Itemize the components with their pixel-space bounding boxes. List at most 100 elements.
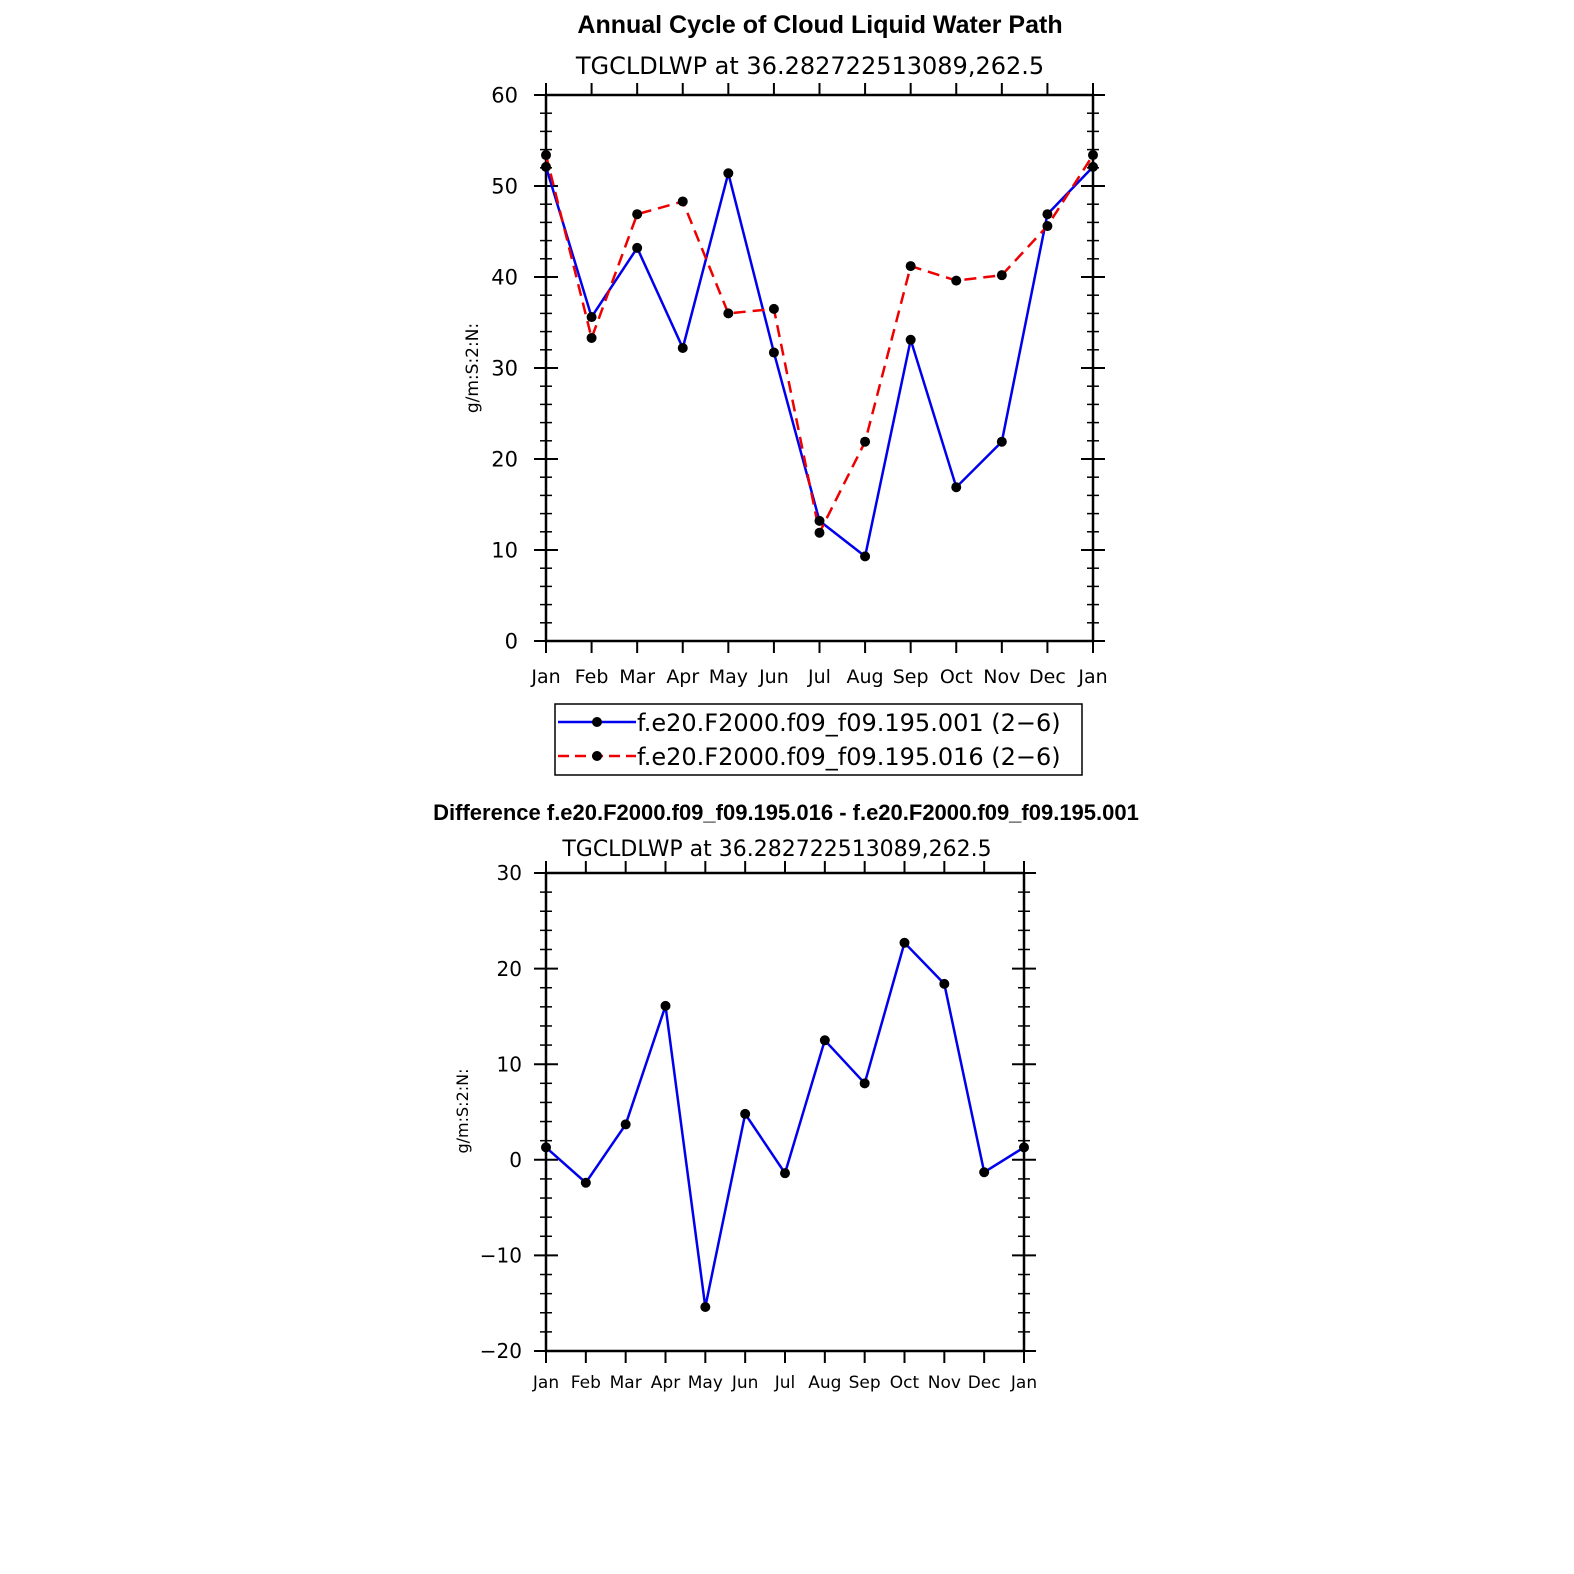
legend-label-series-2: f.e20.F2000.f09_f09.195.016 (2−6) bbox=[637, 743, 1061, 771]
data-point-series-1 bbox=[780, 1168, 790, 1179]
data-point-series-2 bbox=[1042, 221, 1053, 232]
difference-chart: Difference f.e20.F2000.f09_f09.195.016 -… bbox=[433, 800, 1139, 1393]
chart2-subtitle: TGCLDLWP at 36.282722513089,262.5 bbox=[561, 837, 991, 862]
x-tick-label: Nov bbox=[928, 1373, 961, 1393]
y-tick-label: 10 bbox=[497, 1052, 522, 1076]
data-point-series-1 bbox=[660, 1000, 671, 1011]
x-tick-label: Mar bbox=[619, 666, 655, 688]
data-point-series-1 bbox=[541, 1142, 551, 1153]
y-tick-label: 50 bbox=[491, 175, 518, 199]
data-point-series-1 bbox=[951, 482, 962, 493]
chart1-series bbox=[541, 150, 1098, 562]
chart2-axes bbox=[534, 861, 1036, 1363]
chart1-y-tick-labels: 0 10 20 30 40 50 60 bbox=[491, 84, 518, 654]
data-point-series-1 bbox=[768, 347, 779, 358]
legend-box bbox=[554, 703, 1083, 776]
x-tick-label: Apr bbox=[666, 666, 699, 688]
x-tick-label: Jan bbox=[1077, 666, 1107, 688]
x-tick-label: Dec bbox=[1029, 666, 1066, 688]
data-point-series-1 bbox=[939, 978, 950, 989]
x-tick-label: Jan bbox=[530, 666, 560, 688]
data-point-series-1 bbox=[814, 515, 825, 526]
x-tick-label: Feb bbox=[575, 666, 609, 688]
data-point-series-1 bbox=[899, 937, 910, 948]
y-tick-label: 60 bbox=[491, 84, 518, 108]
data-point-series-1 bbox=[723, 168, 734, 179]
y-tick-label: 0 bbox=[509, 1148, 522, 1172]
data-point-series-1 bbox=[620, 1119, 631, 1130]
x-tick-label: Sep bbox=[849, 1373, 881, 1393]
data-point-series-1 bbox=[677, 342, 688, 353]
y-tick-label: 30 bbox=[497, 861, 522, 885]
plot-frame bbox=[544, 93, 1095, 643]
data-point-series-2 bbox=[723, 308, 734, 319]
chart1-subtitle: TGCLDLWP at 36.282722513089,262.5 bbox=[575, 52, 1044, 80]
data-point-series-1 bbox=[979, 1167, 990, 1178]
y-tick-label: 40 bbox=[491, 266, 518, 290]
chart2-series bbox=[541, 937, 1029, 1313]
data-point-series-2 bbox=[951, 275, 962, 286]
y-tick-label: −20 bbox=[480, 1339, 522, 1363]
data-point-series-1 bbox=[1042, 209, 1053, 220]
x-tick-label: Aug bbox=[808, 1373, 841, 1393]
data-point-series-1 bbox=[586, 312, 597, 323]
x-tick-label: Jan bbox=[1010, 1373, 1037, 1393]
y-tick-label: −10 bbox=[480, 1244, 522, 1268]
x-tick-label: Apr bbox=[651, 1373, 680, 1393]
data-point-series-1 bbox=[700, 1302, 711, 1313]
data-point-series-1 bbox=[1088, 161, 1098, 172]
x-tick-label: Aug bbox=[847, 666, 884, 688]
data-point-series-2 bbox=[768, 303, 779, 314]
data-point-series-1 bbox=[632, 242, 643, 253]
legend-marker-series-2 bbox=[592, 751, 602, 761]
x-tick-label: Oct bbox=[890, 1373, 920, 1393]
data-point-series-1 bbox=[860, 551, 871, 562]
legend-marker-series-1 bbox=[592, 717, 602, 727]
annual-cycle-chart: Annual Cycle of Cloud Liquid Water Path … bbox=[463, 11, 1108, 776]
data-point-series-2 bbox=[905, 261, 916, 272]
x-tick-label: Jun bbox=[758, 666, 789, 688]
data-point-series-1 bbox=[859, 1078, 870, 1089]
chart1-legend: f.e20.F2000.f09_f09.195.001 (2−6) f.e20.… bbox=[554, 703, 1083, 776]
series-line-2 bbox=[544, 154, 1095, 537]
chart1-axes bbox=[534, 83, 1105, 653]
chart1-title: Annual Cycle of Cloud Liquid Water Path bbox=[577, 11, 1062, 39]
chart1-ylabel: g/m:S:2:N: bbox=[463, 323, 483, 413]
x-tick-label: Jul bbox=[807, 666, 831, 688]
data-point-series-1 bbox=[740, 1108, 751, 1119]
data-point-series-2 bbox=[541, 150, 551, 161]
chart2-x-tick-labels: Jan Feb Mar Apr May Jun Jul Aug Sep Oct Nov Dec Jan bbox=[532, 1373, 1037, 1393]
data-point-series-2 bbox=[996, 270, 1007, 281]
y-tick-label: 30 bbox=[491, 357, 518, 381]
x-tick-label: May bbox=[709, 666, 748, 688]
x-tick-label: Jul bbox=[774, 1373, 796, 1393]
data-point-series-1 bbox=[905, 334, 916, 345]
plot-frame bbox=[544, 871, 1026, 1353]
chart2-ylabel: g/m:S:2:N: bbox=[453, 1069, 472, 1154]
data-point-series-1 bbox=[541, 161, 551, 172]
series-line-1 bbox=[545, 940, 1025, 1308]
y-tick-label: 20 bbox=[491, 448, 518, 472]
data-point-series-2 bbox=[860, 436, 871, 447]
data-point-series-2 bbox=[677, 196, 688, 207]
data-point-series-1 bbox=[1019, 1142, 1029, 1153]
x-tick-label: Mar bbox=[610, 1373, 642, 1393]
y-tick-label: 0 bbox=[505, 630, 518, 654]
legend-label-series-1: f.e20.F2000.f09_f09.195.001 (2−6) bbox=[637, 709, 1061, 737]
x-tick-label: Jun bbox=[731, 1373, 759, 1393]
data-point-series-2 bbox=[586, 332, 597, 343]
y-tick-label: 10 bbox=[491, 539, 518, 563]
chart1-x-tick-labels: Jan Feb Mar Apr May Jun Jul Aug Sep Oct Nov Dec Jan bbox=[530, 666, 1107, 688]
data-point-series-1 bbox=[819, 1035, 830, 1046]
x-tick-label: May bbox=[688, 1373, 723, 1393]
data-point-series-1 bbox=[580, 1177, 591, 1188]
data-point-series-2 bbox=[814, 527, 825, 538]
series-line-1 bbox=[544, 166, 1094, 559]
y-tick-label: 20 bbox=[497, 957, 522, 981]
chart2-y-tick-labels: −20 −10 0 10 20 30 bbox=[480, 861, 522, 1363]
data-point-series-2 bbox=[632, 209, 643, 220]
data-point-series-2 bbox=[1088, 150, 1098, 161]
x-tick-label: Sep bbox=[893, 666, 929, 688]
x-tick-label: Nov bbox=[983, 666, 1020, 688]
